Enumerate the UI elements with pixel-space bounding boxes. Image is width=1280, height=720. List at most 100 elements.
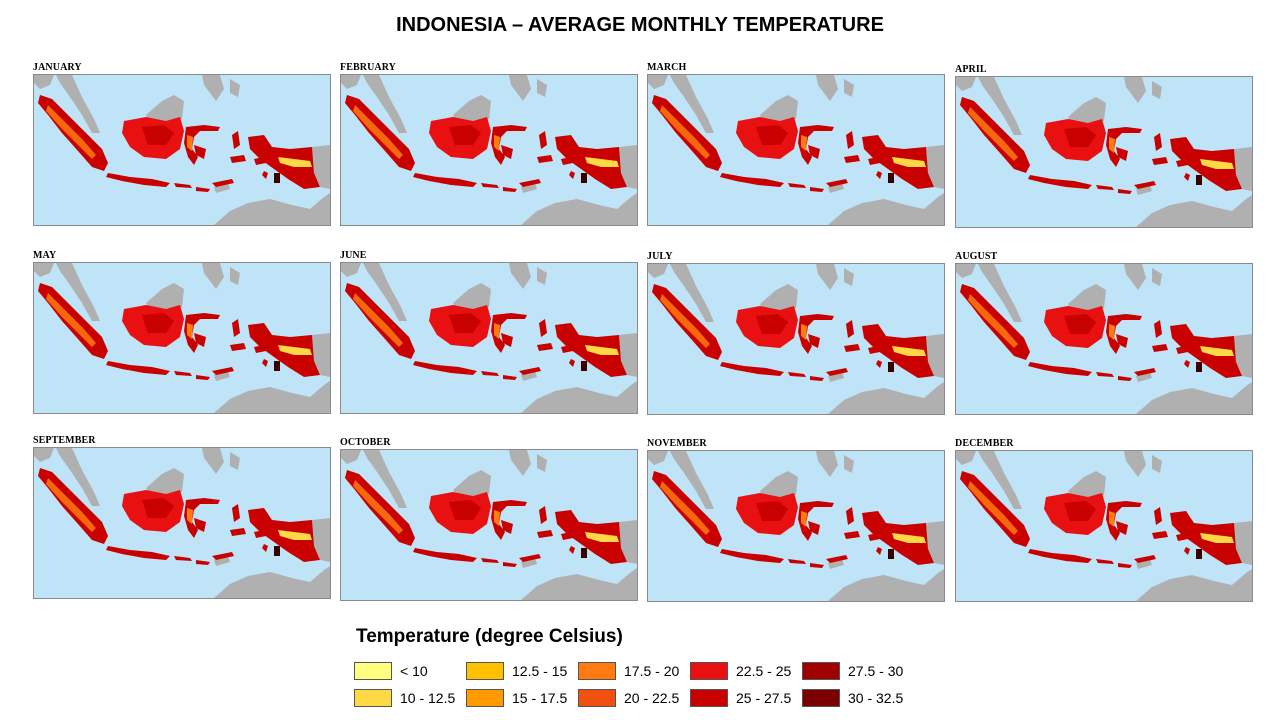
aru-islands: [1196, 549, 1202, 559]
indonesia-temperature-map: [340, 449, 638, 601]
kalimantan-interior: [142, 498, 174, 518]
legend-swatch: [690, 689, 728, 707]
indonesia-temperature-map: [647, 263, 945, 415]
east-timor: [828, 183, 844, 193]
indochina-coast: [341, 263, 361, 277]
east-timor: [521, 558, 537, 568]
month-label: DECEMBER: [955, 438, 1014, 449]
sumatra-highlands: [968, 481, 1018, 535]
lesser-sundas: [481, 554, 541, 567]
north-borneo: [1068, 471, 1106, 501]
philippines: [202, 263, 240, 289]
north-borneo: [760, 95, 798, 125]
kalimantan-interior: [756, 314, 788, 334]
kalimantan-interior: [142, 125, 174, 145]
maluku: [1152, 133, 1190, 181]
indochina-coast: [956, 264, 976, 278]
indonesia-temperature-map: [33, 262, 331, 414]
indonesia-temperature-map: [33, 447, 331, 599]
sumatra-highlands: [353, 105, 403, 159]
java: [106, 361, 170, 375]
sulawesi-highlands: [1109, 511, 1115, 527]
month-label: OCTOBER: [340, 437, 391, 448]
legend-label: 17.5 - 20: [624, 663, 680, 679]
kalimantan-interior: [756, 501, 788, 521]
australia: [828, 382, 944, 414]
maluku: [1152, 507, 1190, 555]
papua-highlands: [1200, 346, 1234, 356]
legend-swatch: [354, 662, 392, 680]
kalimantan-interior: [449, 500, 481, 520]
month-label: SEPTEMBER: [33, 435, 96, 446]
east-timor: [214, 183, 230, 193]
philippines: [202, 448, 240, 474]
month-label: JANUARY: [33, 62, 82, 73]
sulawesi-highlands: [187, 508, 193, 524]
indochina-coast: [956, 77, 976, 91]
lesser-sundas: [788, 555, 848, 568]
sumatra-highlands: [968, 107, 1018, 161]
legend-swatch: [354, 689, 392, 707]
indonesia-temperature-map: [647, 450, 945, 602]
indochina-coast: [648, 451, 668, 465]
philippines: [509, 75, 547, 101]
aru-islands: [888, 173, 894, 183]
lesser-sundas: [788, 368, 848, 381]
malay-peninsula: [670, 75, 714, 133]
legend-label: 30 - 32.5: [848, 690, 904, 706]
indochina-coast: [341, 75, 361, 89]
legend-swatch: [690, 662, 728, 680]
maluku: [537, 319, 575, 367]
philippines: [509, 263, 547, 289]
indonesia-temperature-map: [33, 74, 331, 226]
kalimantan-interior: [1064, 127, 1096, 147]
australia: [1136, 195, 1252, 227]
philippines: [1124, 264, 1162, 290]
lesser-sundas: [1096, 555, 1156, 568]
maluku: [230, 131, 268, 179]
malay-peninsula: [56, 263, 100, 321]
java: [413, 361, 477, 375]
papua-highlands: [892, 533, 926, 543]
indochina-coast: [648, 75, 668, 89]
kalimantan-interior: [142, 313, 174, 333]
sulawesi: [798, 501, 834, 541]
indochina-coast: [34, 75, 54, 89]
legend-title: Temperature (degree Celsius): [356, 626, 623, 647]
papua-new-guinea: [619, 520, 637, 564]
page-title: INDONESIA – AVERAGE MONTHLY TEMPERATURE: [396, 14, 884, 36]
kalimantan-interior: [1064, 314, 1096, 334]
sulawesi-highlands: [494, 323, 500, 339]
legend-label: 22.5 - 25: [736, 663, 792, 679]
lesser-sundas: [1096, 368, 1156, 381]
papua-new-guinea: [1234, 334, 1252, 378]
maluku: [844, 131, 882, 179]
malay-peninsula: [56, 75, 100, 133]
east-timor: [214, 556, 230, 566]
legend-label: < 10: [400, 663, 428, 679]
north-borneo: [146, 95, 184, 125]
papua-highlands: [1200, 159, 1234, 169]
papua-new-guinea: [1234, 147, 1252, 191]
legend-swatch: [578, 689, 616, 707]
aru-islands: [888, 362, 894, 372]
australia: [214, 381, 330, 413]
sulawesi-highlands: [187, 323, 193, 339]
lesser-sundas: [481, 179, 541, 192]
australia: [1136, 382, 1252, 414]
indochina-coast: [956, 451, 976, 465]
east-timor: [828, 559, 844, 569]
kalimantan-interior: [449, 313, 481, 333]
papua-new-guinea: [312, 145, 330, 189]
aru-islands: [274, 173, 280, 183]
north-borneo: [760, 284, 798, 314]
kalimantan-interior: [1064, 501, 1096, 521]
java: [720, 549, 784, 563]
indochina-coast: [34, 263, 54, 277]
month-label: AUGUST: [955, 251, 998, 262]
north-borneo: [453, 470, 491, 500]
australia: [521, 381, 637, 413]
month-label: JUNE: [340, 250, 367, 261]
aru-islands: [581, 361, 587, 371]
indochina-coast: [341, 450, 361, 464]
